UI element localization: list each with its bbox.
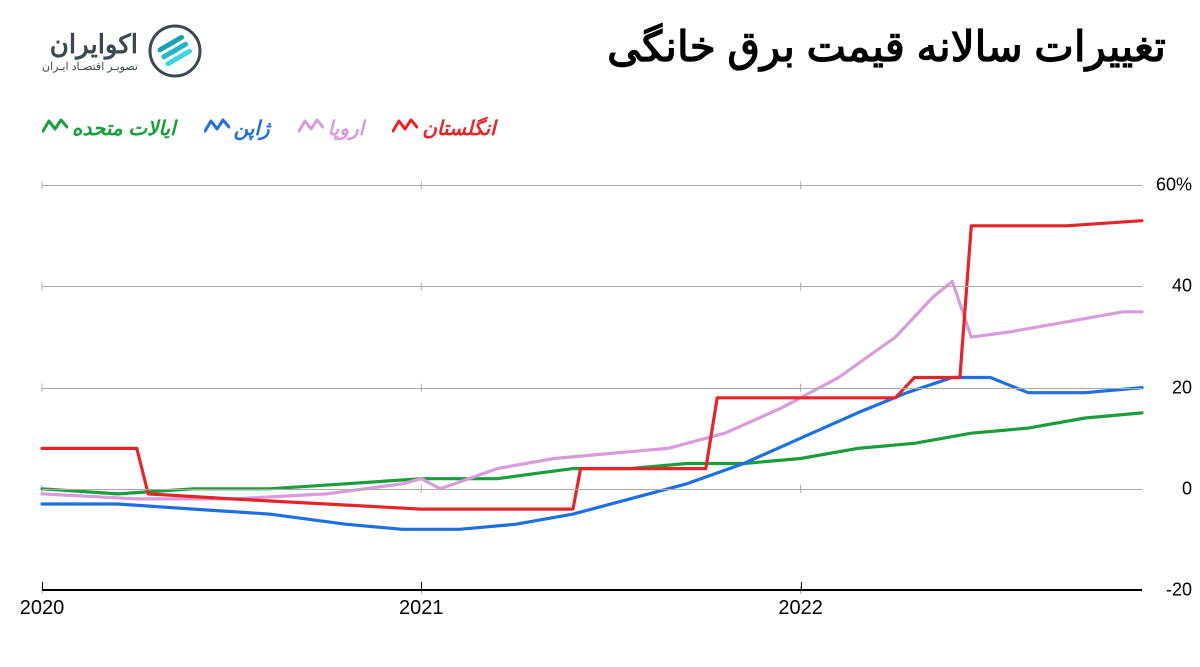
legend: انگلستان اروپا ژاپن ایالات متحده bbox=[42, 116, 496, 141]
gridline bbox=[42, 286, 1142, 287]
x-tick bbox=[42, 582, 43, 590]
x-axis-label: 2022 bbox=[778, 597, 823, 620]
series-line-uk bbox=[42, 221, 1142, 509]
legend-swatch bbox=[392, 117, 418, 141]
legend-item: اروپا bbox=[298, 116, 365, 141]
logo-icon bbox=[148, 24, 202, 78]
chart-title: تغییرات سالانه قیمت برق خانگی bbox=[607, 22, 1166, 71]
x-axis-line bbox=[42, 589, 1142, 591]
line-chart: -200204060%202020212022 bbox=[42, 160, 1142, 590]
x-tick bbox=[801, 582, 802, 590]
x-axis-label: 2020 bbox=[20, 597, 65, 620]
legend-item: انگلستان bbox=[392, 116, 495, 141]
y-axis-label: -20 bbox=[1166, 580, 1192, 601]
legend-swatch bbox=[204, 117, 230, 141]
legend-label: انگلستان bbox=[422, 116, 495, 141]
legend-swatch bbox=[298, 117, 324, 141]
x-axis-label: 2021 bbox=[399, 597, 444, 620]
gridline bbox=[42, 489, 1142, 490]
y-axis-label: 0 bbox=[1182, 478, 1192, 499]
series-line-us bbox=[42, 413, 1142, 494]
y-axis-label: 60% bbox=[1156, 175, 1192, 196]
legend-item: ژاپن bbox=[204, 116, 270, 141]
y-axis-label: 40 bbox=[1172, 276, 1192, 297]
legend-label: ژاپن bbox=[234, 116, 270, 141]
logo-text: اکوایران تصویـر اقتصـاد ایـران bbox=[42, 29, 138, 73]
legend-swatch bbox=[42, 117, 68, 141]
logo-sub: تصویـر اقتصـاد ایـران bbox=[42, 60, 138, 73]
y-axis-label: 20 bbox=[1172, 377, 1192, 398]
gridline bbox=[42, 185, 1142, 186]
gridline bbox=[42, 388, 1142, 389]
brand-logo: اکوایران تصویـر اقتصـاد ایـران bbox=[42, 24, 202, 78]
logo-main: اکوایران bbox=[42, 29, 138, 60]
x-tick bbox=[421, 582, 422, 590]
legend-label: ایالات متحده bbox=[72, 116, 176, 141]
legend-item: ایالات متحده bbox=[42, 116, 176, 141]
series-line-europe bbox=[42, 281, 1142, 499]
series-line-japan bbox=[42, 378, 1142, 530]
legend-label: اروپا bbox=[328, 116, 365, 141]
